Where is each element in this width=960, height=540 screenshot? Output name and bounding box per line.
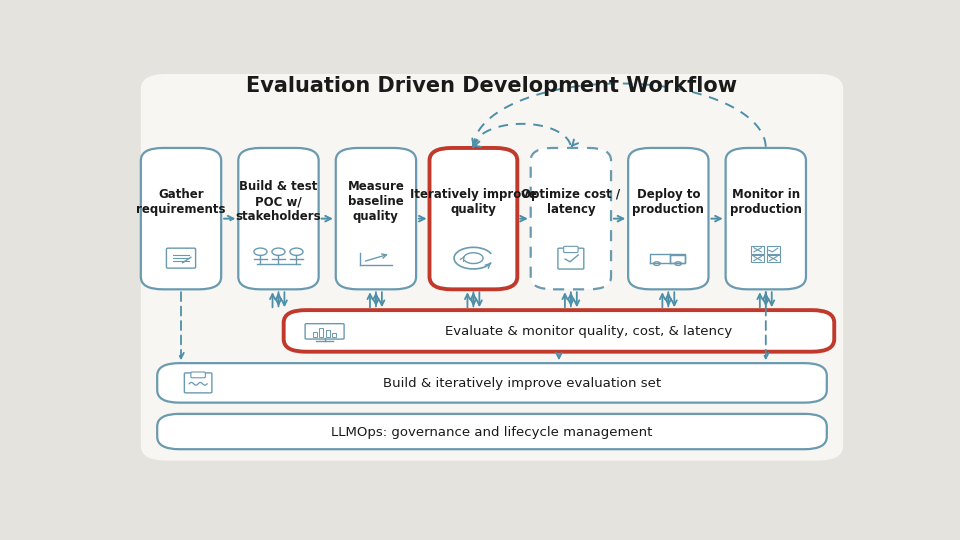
Bar <box>332 333 336 337</box>
FancyBboxPatch shape <box>336 148 416 289</box>
FancyBboxPatch shape <box>564 246 578 253</box>
FancyBboxPatch shape <box>726 148 806 289</box>
Text: Measure
baseline
quality: Measure baseline quality <box>348 180 404 223</box>
Bar <box>766 246 780 254</box>
Bar <box>313 332 317 337</box>
Text: Build & iteratively improve evaluation set: Build & iteratively improve evaluation s… <box>383 377 660 390</box>
Text: Build & test
POC w/
stakeholders: Build & test POC w/ stakeholders <box>235 180 322 223</box>
FancyBboxPatch shape <box>141 148 221 289</box>
Text: Optimize cost /
latency: Optimize cost / latency <box>521 188 620 215</box>
Text: Deploy to
production: Deploy to production <box>633 188 705 215</box>
FancyBboxPatch shape <box>531 148 611 289</box>
Text: Gather
requirements: Gather requirements <box>136 188 226 215</box>
Text: Iteratively improve
quality: Iteratively improve quality <box>410 188 537 215</box>
Text: Evaluation Driven Development Workflow: Evaluation Driven Development Workflow <box>247 76 737 96</box>
FancyBboxPatch shape <box>141 74 843 461</box>
Bar <box>766 255 780 262</box>
Text: Evaluate & monitor quality, cost, & latency: Evaluate & monitor quality, cost, & late… <box>445 325 732 338</box>
Bar <box>670 255 684 263</box>
Bar <box>751 246 764 254</box>
FancyBboxPatch shape <box>283 310 834 352</box>
FancyBboxPatch shape <box>429 148 517 289</box>
Bar <box>320 328 324 337</box>
FancyBboxPatch shape <box>157 414 827 449</box>
FancyBboxPatch shape <box>628 148 708 289</box>
Text: Monitor in
production: Monitor in production <box>730 188 802 215</box>
Bar <box>325 330 330 337</box>
Bar <box>751 255 764 262</box>
Text: LLMOps: governance and lifecycle management: LLMOps: governance and lifecycle managem… <box>331 426 653 439</box>
FancyBboxPatch shape <box>238 148 319 289</box>
FancyBboxPatch shape <box>191 372 205 378</box>
FancyBboxPatch shape <box>157 363 827 403</box>
